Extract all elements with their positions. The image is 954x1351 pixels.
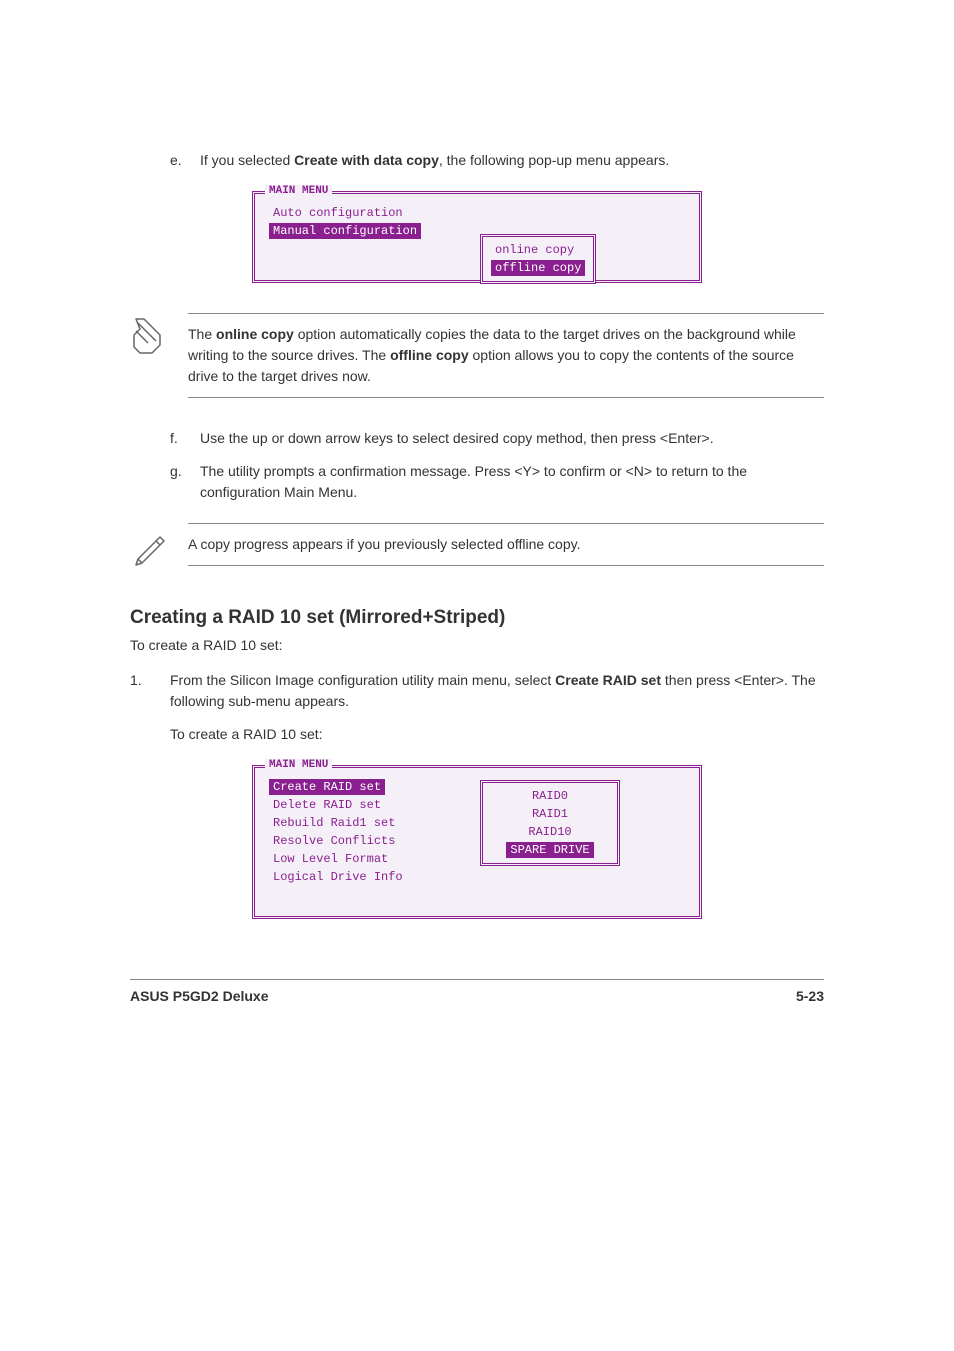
term2-m3: Rebuild Raid1 set: [269, 815, 399, 831]
term2-m2: Delete RAID set: [269, 797, 385, 813]
step-body-1: From the Silicon Image configuration uti…: [170, 670, 824, 745]
note1-b1: online copy: [216, 326, 294, 342]
step-e: e. If you selected Create with data copy…: [170, 150, 824, 171]
term2-s2: RAID1: [528, 806, 572, 822]
term2-s4: SPARE DRIVE: [506, 842, 593, 858]
hand-point-icon: [130, 315, 170, 357]
pencil-icon: [130, 525, 170, 567]
terminal-main-menu-2: MAIN MENU Create RAID set Delete RAID se…: [252, 765, 702, 919]
step-1: 1. From the Silicon Image configuration …: [130, 670, 824, 745]
term2-m6: Logical Drive Info: [269, 869, 407, 885]
step-e-post: , the following pop-up menu appears.: [439, 152, 669, 168]
step-letter-e: e.: [170, 150, 200, 171]
terminal-legend-2: MAIN MENU: [265, 759, 332, 771]
step-letter-f: f.: [170, 428, 200, 449]
step-e-bold: Create with data copy: [294, 152, 439, 168]
step-body-g: The utility prompts a confirmation messa…: [200, 461, 824, 503]
step-g: g. The utility prompts a confirmation me…: [170, 461, 824, 503]
footer-left: ASUS P5GD2 Deluxe: [130, 988, 269, 1004]
step1-t1: From the Silicon Image configuration uti…: [170, 672, 555, 688]
term1-auto: Auto configuration: [269, 205, 407, 221]
note1-b2: offline copy: [390, 347, 469, 363]
intro-raid10: To create a RAID 10 set:: [130, 635, 824, 656]
step-e-pre: If you selected: [200, 152, 294, 168]
term2-m5: Low Level Format: [269, 851, 392, 867]
note-body-2: A copy progress appears if you previousl…: [188, 523, 824, 566]
step-body-f: Use the up or down arrow keys to select …: [200, 428, 824, 449]
step1-b1: Create RAID set: [555, 672, 661, 688]
note1-t1: The: [188, 326, 216, 342]
step-body-e: If you selected Create with data copy, t…: [200, 150, 824, 171]
page-footer: ASUS P5GD2 Deluxe 5-23: [130, 979, 824, 1004]
note-callout-2: A copy progress appears if you previousl…: [130, 523, 824, 567]
term2-submenu: RAID0 RAID1 RAID10 SPARE DRIVE: [480, 780, 620, 866]
term2-m4: Resolve Conflicts: [269, 833, 399, 849]
footer-right: 5-23: [796, 988, 824, 1004]
heading-raid10: Creating a RAID 10 set (Mirrored+Striped…: [130, 607, 824, 629]
step-f: f. Use the up or down arrow keys to sele…: [170, 428, 824, 449]
terminal-main-menu-1: MAIN MENU Auto configuration Manual conf…: [252, 191, 702, 283]
term2-m1: Create RAID set: [269, 779, 385, 795]
term1-offline: offline copy: [491, 260, 585, 276]
term2-s1: RAID0: [528, 788, 572, 804]
term1-manual: Manual configuration: [269, 223, 421, 239]
terminal-legend-1: MAIN MENU: [265, 185, 332, 197]
step-number-1: 1.: [130, 670, 170, 745]
note-callout-1: The online copy option automatically cop…: [130, 313, 824, 398]
step-letter-g: g.: [170, 461, 200, 503]
step1-sub: To create a RAID 10 set:: [170, 724, 824, 745]
note-body-1: The online copy option automatically cop…: [188, 313, 824, 398]
term1-online: online copy: [491, 242, 578, 258]
term2-s3: RAID10: [524, 824, 575, 840]
term1-submenu: online copy offline copy: [480, 234, 596, 284]
